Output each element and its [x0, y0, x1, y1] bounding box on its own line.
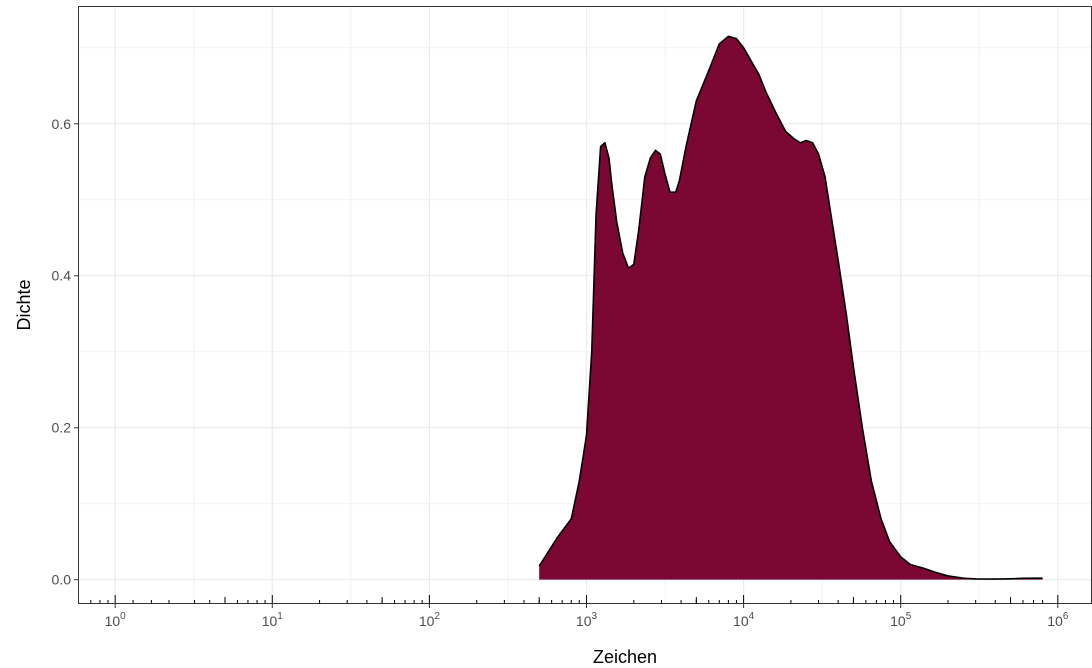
x-tick-exponent: 3	[592, 611, 598, 622]
x-tick-base: 10	[419, 613, 435, 629]
x-tick-label: 106	[1047, 611, 1069, 629]
x-tick-exponent: 6	[1063, 611, 1069, 622]
rug-ticks	[90, 595, 1059, 604]
y-tick-label: 0.4	[52, 268, 72, 284]
x-axis-title: Zeichen	[593, 647, 657, 667]
x-tick-label: 105	[890, 611, 912, 629]
y-axis: 0.0 0.2 0.4 0.6	[52, 116, 78, 588]
x-tick-base: 10	[1047, 613, 1063, 629]
density-area	[539, 36, 1043, 580]
x-tick-label: 104	[733, 611, 755, 629]
x-tick-label: 101	[262, 611, 284, 629]
x-tick-base: 10	[105, 613, 121, 629]
density-line	[538, 35, 1043, 580]
x-tick-label: 102	[419, 611, 441, 629]
x-tick-label: 100	[105, 611, 127, 629]
y-tick-label: 0.2	[52, 420, 72, 436]
x-tick-base: 10	[733, 613, 749, 629]
x-axis: 100 101 102 103 104 105 106	[105, 604, 1069, 629]
x-tick-exponent: 4	[749, 611, 755, 622]
y-tick-label: 0.0	[52, 572, 72, 588]
x-tick-exponent: 0	[120, 611, 126, 622]
x-tick-base: 10	[890, 613, 906, 629]
x-tick-exponent: 1	[277, 611, 283, 622]
y-tick-label: 0.6	[52, 116, 72, 132]
y-axis-title: Dichte	[14, 279, 34, 330]
x-tick-base: 10	[576, 613, 592, 629]
x-tick-exponent: 2	[434, 611, 440, 622]
x-tick-label: 103	[576, 611, 598, 629]
x-tick-exponent: 5	[906, 611, 912, 622]
x-tick-base: 10	[262, 613, 278, 629]
density-series	[538, 35, 1043, 580]
